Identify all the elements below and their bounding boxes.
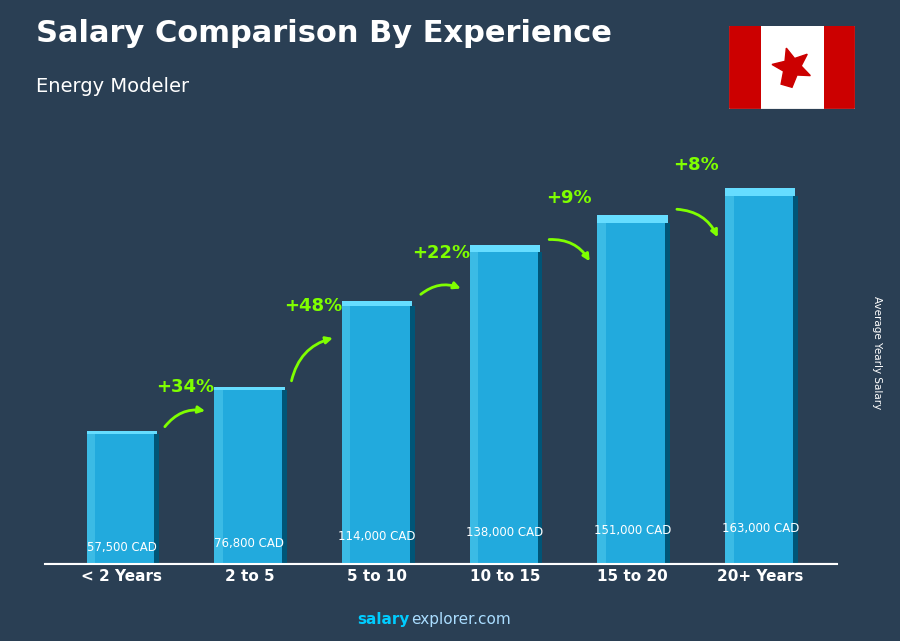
Text: 57,500 CAD: 57,500 CAD bbox=[86, 540, 157, 554]
Bar bbox=[282, 390, 287, 564]
Text: +34%: +34% bbox=[157, 378, 214, 396]
Bar bbox=[410, 306, 415, 564]
Bar bbox=[214, 387, 284, 390]
Bar bbox=[598, 223, 606, 564]
Bar bbox=[470, 252, 540, 564]
Bar bbox=[760, 26, 824, 109]
Bar bbox=[665, 223, 670, 564]
Bar bbox=[793, 196, 798, 564]
Polygon shape bbox=[772, 48, 810, 87]
Bar bbox=[824, 26, 855, 109]
Text: +8%: +8% bbox=[673, 156, 719, 174]
Bar bbox=[470, 246, 540, 252]
Bar bbox=[598, 223, 668, 564]
Bar bbox=[342, 306, 412, 564]
Text: +9%: +9% bbox=[546, 189, 591, 207]
Bar bbox=[598, 215, 668, 223]
Text: Average Yearly Salary: Average Yearly Salary bbox=[872, 296, 883, 409]
Text: 163,000 CAD: 163,000 CAD bbox=[722, 522, 799, 535]
Bar bbox=[729, 26, 760, 109]
Bar bbox=[214, 390, 222, 564]
Bar bbox=[86, 431, 157, 434]
Text: +22%: +22% bbox=[412, 244, 470, 262]
Bar bbox=[342, 306, 350, 564]
Text: Energy Modeler: Energy Modeler bbox=[36, 77, 189, 96]
Text: 76,800 CAD: 76,800 CAD bbox=[214, 537, 284, 550]
Bar bbox=[86, 434, 157, 564]
Text: explorer.com: explorer.com bbox=[411, 612, 511, 627]
Bar bbox=[470, 252, 478, 564]
Bar bbox=[725, 196, 796, 564]
Bar bbox=[725, 196, 734, 564]
Bar bbox=[725, 188, 796, 196]
Bar bbox=[214, 390, 284, 564]
Bar bbox=[154, 434, 159, 564]
Text: +48%: +48% bbox=[284, 297, 342, 315]
Text: Salary Comparison By Experience: Salary Comparison By Experience bbox=[36, 19, 612, 48]
Text: 114,000 CAD: 114,000 CAD bbox=[338, 531, 416, 544]
Text: 151,000 CAD: 151,000 CAD bbox=[594, 524, 671, 537]
Bar bbox=[537, 252, 543, 564]
Text: 138,000 CAD: 138,000 CAD bbox=[466, 526, 544, 539]
Text: salary: salary bbox=[357, 612, 410, 627]
Bar bbox=[86, 434, 94, 564]
Bar bbox=[342, 301, 412, 306]
